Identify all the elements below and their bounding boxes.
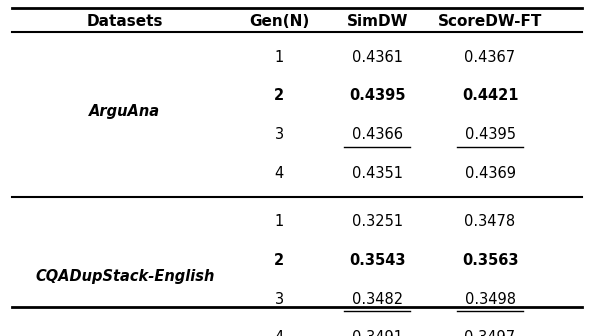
Text: SimDW: SimDW [346, 14, 408, 29]
Text: 3: 3 [274, 292, 284, 306]
Text: 0.4421: 0.4421 [462, 88, 519, 103]
Text: 0.4395: 0.4395 [349, 88, 406, 103]
Text: ArguAna: ArguAna [89, 104, 160, 119]
Text: CQADupStack-English: CQADupStack-English [35, 269, 214, 284]
Text: 4: 4 [274, 330, 284, 336]
Text: 2: 2 [274, 88, 285, 103]
Text: 0.3491: 0.3491 [352, 330, 403, 336]
Text: 0.4395: 0.4395 [465, 127, 516, 142]
Text: 0.3251: 0.3251 [352, 214, 403, 229]
Text: 0.4361: 0.4361 [352, 50, 403, 65]
Text: 0.3478: 0.3478 [465, 214, 516, 229]
Text: Gen(N): Gen(N) [249, 14, 309, 29]
Text: 1: 1 [274, 50, 284, 65]
Text: 0.4369: 0.4369 [465, 166, 516, 180]
Text: 1: 1 [274, 214, 284, 229]
Text: 3: 3 [274, 127, 284, 142]
Text: 0.3498: 0.3498 [465, 292, 516, 306]
Text: 0.3482: 0.3482 [352, 292, 403, 306]
Text: 0.4367: 0.4367 [465, 50, 516, 65]
Text: 0.3497: 0.3497 [465, 330, 516, 336]
Text: 2: 2 [274, 253, 285, 268]
Text: 0.4351: 0.4351 [352, 166, 403, 180]
Text: 0.3543: 0.3543 [349, 253, 406, 268]
Text: 0.4366: 0.4366 [352, 127, 403, 142]
Text: Datasets: Datasets [87, 14, 163, 29]
Text: 0.3563: 0.3563 [462, 253, 519, 268]
Text: 4: 4 [274, 166, 284, 180]
Text: ScoreDW-FT: ScoreDW-FT [438, 14, 542, 29]
